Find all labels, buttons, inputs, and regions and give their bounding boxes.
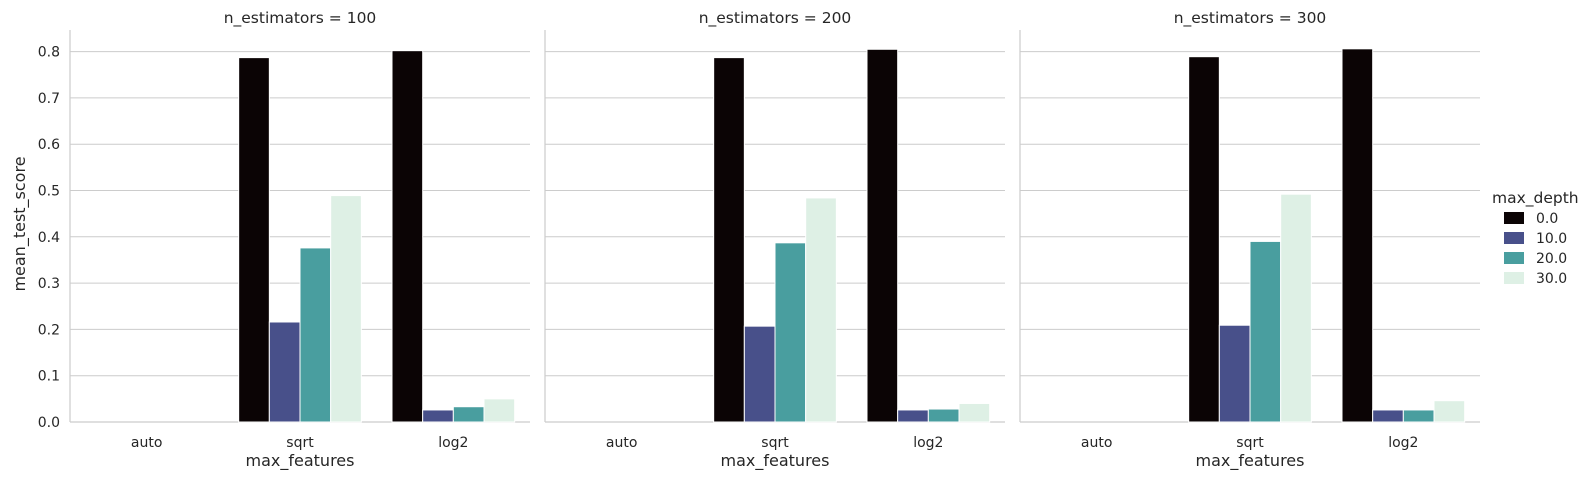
y-tick-label: 0.4 [38,230,60,246]
bar-sqrt-depth-30.0 [330,195,362,423]
bar-log2-depth-10.0 [422,409,454,423]
y-axis-label: mean_test_score [10,156,30,291]
bar-sqrt-depth-30.0 [805,197,837,423]
bar-log2-depth-10.0 [1372,409,1404,423]
bar-log2-depth-20.0 [927,408,960,423]
bar-sqrt-depth-0.0 [1188,56,1220,423]
legend-entry-label: 0.0 [1536,211,1558,227]
legend-entry-label: 20.0 [1536,251,1567,267]
y-tick-label: 0.5 [38,184,60,200]
x-tick-label: log2 [438,435,468,451]
x-tick-label: auto [606,435,638,451]
bar-log2-depth-10.0 [897,409,929,423]
legend-entry-label: 30.0 [1536,271,1567,287]
y-tick-label: 0.0 [38,415,60,431]
legend-swatch [1504,212,1524,224]
x-tick-label: auto [1081,435,1113,451]
bar-log2-depth-30.0 [483,398,516,423]
bar-log2-depth-20.0 [1402,409,1435,423]
x-tick-label: sqrt [1236,435,1264,451]
bar-log2-depth-0.0 [1341,48,1374,423]
x-tick-label: sqrt [286,435,314,451]
facet-panel-2: auto sqrt log2 max_features n_estimators = 2… [544,9,1005,471]
panel-title: n_estimators = 100 [224,9,377,28]
x-axis-label: max_features [246,451,355,471]
bar-sqrt-depth-20.0 [1249,240,1282,423]
legend-entry-label: 10.0 [1536,231,1567,247]
legend: max_depth 0.0 10.0 20.0 30.0 [1492,189,1579,287]
bar-log2-depth-20.0 [452,406,485,423]
bar-log2-depth-30.0 [958,402,991,423]
x-axis-label: max_features [721,451,830,471]
bar-log2-depth-30.0 [1433,400,1466,423]
bar-sqrt-depth-20.0 [774,242,807,423]
legend-title: max_depth [1492,189,1579,208]
bar-sqrt-depth-0.0 [713,57,745,423]
bar-sqrt-depth-20.0 [299,247,332,423]
x-tick-label: log2 [913,435,943,451]
bar-sqrt-depth-10.0 [743,325,776,423]
bar-sqrt-depth-0.0 [238,57,270,423]
y-tick-label: 0.7 [38,91,60,107]
y-tick-label: 0.2 [38,322,60,338]
legend-swatch [1504,232,1524,244]
legend-swatch [1504,272,1524,284]
bar-log2-depth-0.0 [391,50,424,423]
x-axis-label: max_features [1196,451,1305,471]
legend-swatch [1504,252,1524,264]
facet-panel-3: auto sqrt log2 max_features n_estimators = 3… [1019,9,1480,471]
bar-sqrt-depth-10.0 [268,321,301,423]
y-tick-label: 0.8 [38,45,60,61]
bar-sqrt-depth-10.0 [1218,324,1251,423]
x-tick-label: log2 [1388,435,1418,451]
y-tick-label: 0.3 [38,276,60,292]
bar-sqrt-depth-30.0 [1280,193,1312,423]
panel-title: n_estimators = 200 [699,9,852,28]
x-tick-label: sqrt [761,435,789,451]
x-tick-label: auto [131,435,163,451]
y-tick-label: 0.6 [38,137,60,153]
panel-title: n_estimators = 300 [1174,9,1327,28]
facet-panel-1: 0.0 0.1 0.2 0.3 0.4 0.5 0.6 0.7 0.8 auto sqrt log2 m… [38,9,530,471]
y-tick-label: 0.1 [38,369,60,385]
bar-log2-depth-0.0 [866,48,899,423]
